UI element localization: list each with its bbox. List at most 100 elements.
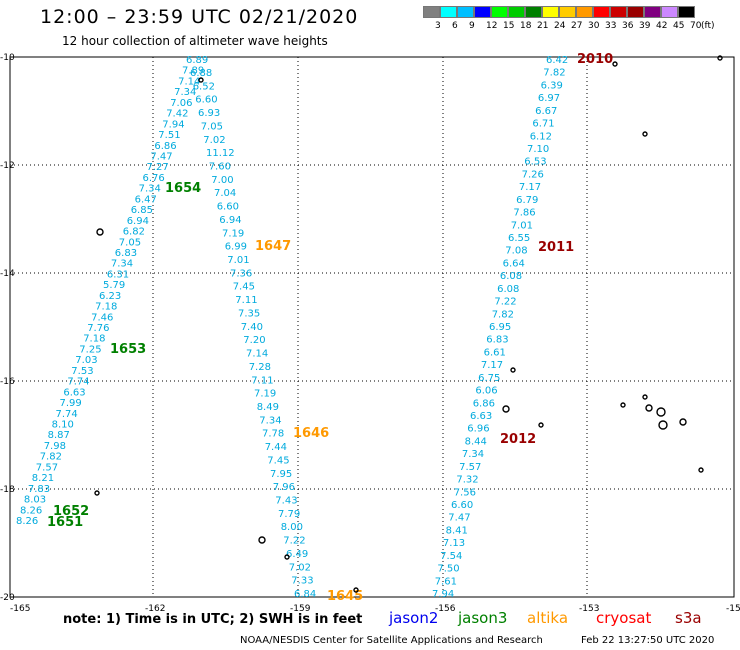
wave-height-label: 7.19 <box>254 389 276 400</box>
wave-height-label: 7.04 <box>214 188 236 199</box>
map-frame <box>9 56 735 598</box>
color-swatch <box>610 6 627 18</box>
wave-height-label: 6.39 <box>541 80 563 91</box>
wave-height-label: 7.76 <box>87 323 109 334</box>
color-swatch <box>440 6 457 18</box>
wave-height-label: 6.86 <box>154 141 176 152</box>
x-tick-label: -15 <box>726 604 740 614</box>
wave-height-label: 6.42 <box>546 55 568 66</box>
wave-height-label: 8.26 <box>16 516 38 527</box>
color-scale-label: 36 <box>622 21 634 31</box>
x-tick-label: -165 <box>10 604 30 614</box>
wave-height-label: 7.53 <box>71 366 93 377</box>
color-swatch <box>542 6 559 18</box>
wave-height-label: 6.96 <box>467 424 489 435</box>
wave-height-label: 7.11 <box>235 295 257 306</box>
color-swatch <box>474 6 491 18</box>
wave-height-label: 7.79 <box>278 509 300 520</box>
wave-height-label: 7.35 <box>238 309 260 320</box>
color-scale-label: 42 <box>656 21 668 31</box>
color-swatch <box>491 6 508 18</box>
island-outline <box>96 228 104 236</box>
pass-number-label: 2011 <box>538 240 574 255</box>
island-outline <box>656 407 666 417</box>
island-outline <box>679 418 687 426</box>
pass-number-label: 1652 <box>53 504 89 519</box>
island-outline <box>353 587 359 593</box>
wave-height-label: 6.84 <box>294 589 316 600</box>
x-tick-label: -162 <box>145 604 165 614</box>
color-swatch <box>593 6 610 18</box>
wave-height-label: 6.76 <box>143 173 165 184</box>
color-scale-label: 3 <box>435 21 441 31</box>
color-swatch <box>508 6 525 18</box>
island-outline <box>645 404 653 412</box>
generated-timestamp: Feb 22 13:27:50 UTC 2020 <box>581 635 715 646</box>
wave-height-label: 6.47 <box>135 194 157 205</box>
wave-height-label: 7.83 <box>28 484 50 495</box>
wave-height-label: 11.12 <box>206 148 235 159</box>
wave-height-label: 7.86 <box>513 208 535 219</box>
wave-height-label: 7.94 <box>432 589 454 600</box>
color-scale-label: 12 <box>486 21 498 31</box>
wave-height-label: 7.47 <box>150 152 172 163</box>
wave-height-label: 7.34 <box>259 415 281 426</box>
wave-height-label: 8.41 <box>446 525 468 536</box>
island-outline <box>658 420 668 430</box>
wave-height-label: 6.63 <box>63 387 85 398</box>
wave-height-label: 6.71 <box>532 119 554 130</box>
island-outline <box>284 554 290 560</box>
wave-height-label: 7.82 <box>543 68 565 79</box>
wave-height-label: 7.82 <box>40 452 62 463</box>
wave-height-label: 7.03 <box>75 355 97 366</box>
y-tick-label: -20 <box>0 593 15 603</box>
wave-height-label: 7.27 <box>147 162 169 173</box>
wave-height-label: 7.33 <box>291 576 313 587</box>
wave-height-label: 6.31 <box>107 269 129 280</box>
x-tick-label: -153 <box>579 604 599 614</box>
color-swatch <box>457 6 474 18</box>
island-outline <box>502 405 510 413</box>
wave-height-label: 8.87 <box>48 430 70 441</box>
y-tick-label: -14 <box>0 269 15 279</box>
wave-height-label: 7.17 <box>481 360 503 371</box>
wave-height-label: 8.26 <box>20 505 42 516</box>
island-outline <box>94 490 100 496</box>
wave-height-label: 6.83 <box>486 335 508 346</box>
wave-height-label: 7.28 <box>249 362 271 373</box>
y-tick-label: -12 <box>0 161 15 171</box>
island-outline <box>198 77 204 83</box>
wave-height-label: 7.40 <box>241 322 263 333</box>
wave-height-label: 6.08 <box>500 271 522 282</box>
wave-height-label: 7.17 <box>519 182 541 193</box>
pass-number-label: 1654 <box>165 181 201 196</box>
wave-height-label: 8.49 <box>257 402 279 413</box>
footer-note: note: 1) Time is in UTC; 2) SWH is in fe… <box>63 612 363 627</box>
wave-height-label: 6.52 <box>193 81 215 92</box>
wave-height-label: 7.96 <box>273 482 295 493</box>
color-scale-label: 27 <box>571 21 583 31</box>
color-scale-label: 15 <box>503 21 515 31</box>
wave-height-label: 7.18 <box>83 334 105 345</box>
island-outline <box>642 131 648 137</box>
color-scale-labels: 3 6 9 12 15 18 21 24 27 30 33 36 39 42 45 70 (ft) <box>423 21 740 33</box>
color-scale-label: 45 <box>673 21 685 31</box>
wave-height-label: 7.20 <box>243 335 265 346</box>
wave-height-label: 8.00 <box>281 522 303 533</box>
wave-height-label: 7.34 <box>462 449 484 460</box>
wave-height-label: 7.14 <box>178 76 200 87</box>
credit-text: NOAA/NESDIS Center for Satellite Applica… <box>240 635 543 646</box>
wave-height-label: 7.06 <box>170 98 192 109</box>
wave-height-label: 7.14 <box>246 349 268 360</box>
y-tick-label: -18 <box>0 485 15 495</box>
color-scale-label: 24 <box>554 21 566 31</box>
color-scale-label: 39 <box>639 21 651 31</box>
x-tick-label: -159 <box>290 604 311 614</box>
color-scale-label: 21 <box>537 21 549 31</box>
legend-cryosat: cryosat <box>596 609 652 627</box>
wave-height-label: 7.61 <box>435 576 457 587</box>
pass-number-label: 1647 <box>255 239 291 254</box>
wave-height-label: 7.74 <box>56 409 78 420</box>
wave-height-label: 7.57 <box>36 462 58 473</box>
